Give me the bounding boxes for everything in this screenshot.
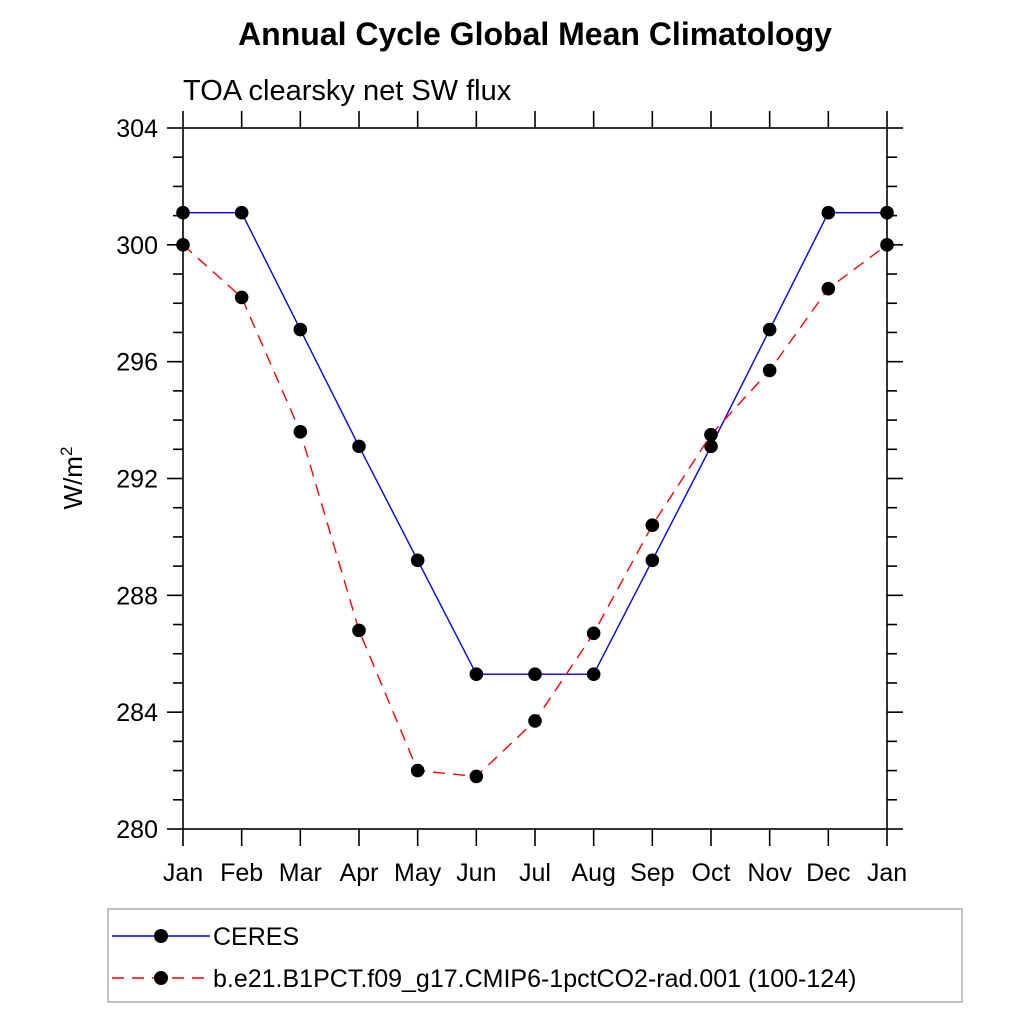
data-point-marker	[469, 769, 484, 784]
legend-label-model: b.e21.B1PCT.f09_g17.CMIP6-1pctCO2-rad.00…	[213, 965, 856, 993]
y-axis-title-text: W/m	[58, 456, 88, 509]
legend-box	[107, 908, 963, 1003]
data-point-marker	[176, 238, 190, 252]
x-axis-tick-label: Jan	[163, 859, 203, 887]
data-point-marker	[410, 763, 425, 778]
axis-ticks	[167, 111, 903, 846]
y-axis-title-superscript: 2	[57, 447, 76, 456]
data-point-marker	[293, 322, 308, 337]
series-line-dashed	[182, 244, 888, 778]
y-axis-tick-label: 288	[116, 582, 158, 610]
y-axis-tick-label: 296	[116, 349, 158, 377]
x-axis-tick-label: Oct	[692, 859, 731, 887]
data-point-marker	[528, 714, 542, 728]
chart-subtitle: TOA clearsky net SW flux	[183, 75, 512, 107]
data-point-marker	[704, 439, 718, 454]
data-point-marker	[645, 518, 660, 533]
data-point-marker	[880, 205, 894, 220]
data-point-marker	[234, 290, 249, 305]
data-point-marker	[821, 281, 836, 296]
data-point-marker	[645, 553, 660, 568]
legend: CERES b.e21.B1PCT.f09_g17.CMIP6-1pctCO2-…	[107, 908, 963, 1003]
data-point-marker	[293, 424, 308, 439]
series-line-solid	[183, 212, 887, 675]
chart-title: Annual Cycle Global Mean Climatology	[238, 16, 832, 52]
y-axis-tick-label: 292	[116, 466, 158, 494]
x-axis-tick-label: Feb	[220, 859, 263, 887]
x-axis-tick-labels: Jan Feb Mar Apr May Jun Jul Aug Sep Oct Nov Dec Jan	[163, 859, 907, 887]
x-axis-tick-label: Jan	[867, 859, 907, 887]
data-point-marker	[176, 205, 190, 220]
data-point-marker	[586, 626, 601, 641]
data-point-marker	[234, 205, 249, 220]
data-point-marker	[469, 667, 484, 681]
y-axis-title: W/m2	[57, 447, 88, 510]
x-axis-tick-label: Sep	[630, 859, 674, 887]
y-axis-tick-label: 304	[116, 115, 158, 143]
legend-marker-circle-icon	[154, 971, 168, 985]
legend-item-model: b.e21.B1PCT.f09_g17.CMIP6-1pctCO2-rad.00…	[112, 965, 856, 993]
data-point-marker	[762, 322, 777, 337]
data-point-marker	[704, 427, 718, 442]
data-point-marker	[762, 363, 777, 378]
data-point-marker	[528, 667, 542, 681]
data-point-marker	[352, 623, 366, 638]
x-axis-tick-label: Jun	[456, 859, 496, 887]
legend-item-ceres: CERES	[112, 923, 299, 951]
data-point-marker	[352, 439, 366, 454]
x-axis-tick-label: Mar	[279, 859, 322, 887]
y-axis-tick-label: 284	[116, 699, 158, 727]
x-axis-tick-label: Aug	[571, 859, 615, 887]
x-axis-tick-label: Apr	[340, 859, 379, 887]
data-point-marker	[821, 205, 836, 220]
data-series	[176, 205, 894, 784]
x-axis-tick-label: Nov	[747, 859, 792, 887]
y-axis-tick-labels: 280 284 288 292 296 300 304	[116, 115, 158, 844]
x-axis-tick-label: May	[394, 859, 442, 887]
y-axis-tick-label: 300	[116, 232, 158, 260]
data-point-marker	[880, 238, 894, 252]
data-point-marker	[410, 553, 425, 568]
x-axis-tick-label: Dec	[806, 859, 850, 887]
data-point-marker	[586, 667, 601, 681]
legend-marker-circle-icon	[154, 929, 168, 943]
legend-label-ceres: CERES	[213, 923, 299, 951]
y-axis-tick-label: 280	[116, 816, 158, 844]
x-axis-tick-label: Jul	[519, 859, 551, 887]
